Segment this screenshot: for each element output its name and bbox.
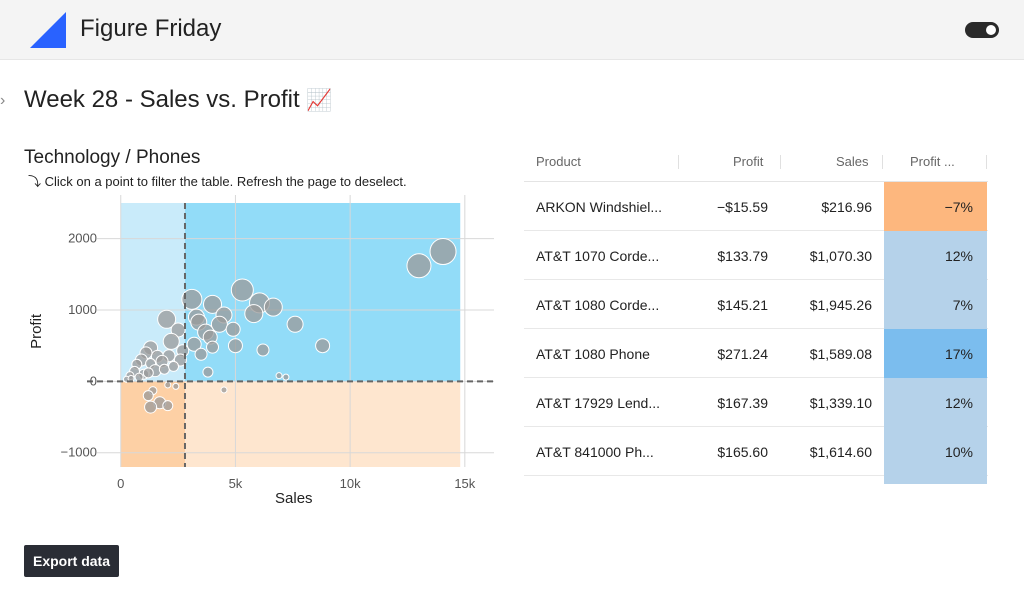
scatter-point[interactable] <box>315 338 331 354</box>
header-profit[interactable]: Profit <box>733 154 764 169</box>
scatter-point[interactable] <box>230 278 254 302</box>
cell-profit-pct: 17% <box>884 329 987 378</box>
cell-sales: $1,614.60 <box>809 444 872 460</box>
y-tick-label: 2000 <box>68 231 97 246</box>
scatter-point[interactable] <box>181 288 203 310</box>
y-tick-label: −1000 <box>60 445 97 460</box>
page-title-text: Week 28 - Sales vs. Profit <box>24 86 300 113</box>
y-tick-label: 1000 <box>68 302 97 317</box>
x-tick-label: 5k <box>229 476 243 491</box>
x-tick-label: 15k <box>454 476 475 491</box>
scatter-point[interactable] <box>162 400 174 412</box>
scatter-point[interactable] <box>256 343 270 357</box>
scatter-point[interactable] <box>203 294 223 314</box>
chevron-right-icon[interactable]: › <box>0 92 6 109</box>
scatter-point[interactable] <box>275 372 283 380</box>
cell-profit-pct: −7% <box>884 182 987 231</box>
table-row[interactable]: AT&T 841000 Ph... $165.60 $1,614.60 10% <box>524 427 988 476</box>
scatter-point[interactable] <box>142 390 154 402</box>
table-row[interactable]: ARKON Windshiel... −$15.59 $216.96 −7% <box>524 182 988 231</box>
app-title: Figure Friday <box>80 15 222 42</box>
cell-product: AT&T 17929 Lend... <box>536 395 661 411</box>
scatter-point[interactable] <box>194 347 208 361</box>
toggle-knob <box>986 25 996 35</box>
cell-profit: $133.79 <box>717 248 768 264</box>
app-logo-icon <box>30 12 66 48</box>
table-row[interactable]: AT&T 1080 Phone $271.24 $1,589.08 17% <box>524 329 988 378</box>
scatter-point[interactable] <box>429 238 457 266</box>
theme-toggle[interactable] <box>965 22 999 38</box>
header-separator[interactable] <box>678 155 679 169</box>
scatter-point[interactable] <box>406 253 432 279</box>
scatter-point[interactable] <box>220 386 228 394</box>
scatter-point[interactable] <box>263 297 283 317</box>
cell-profit: $165.60 <box>717 444 768 460</box>
quadrant-top-right <box>184 203 461 382</box>
scatter-point[interactable] <box>162 332 180 350</box>
chart-increasing-icon: 📈 <box>306 89 333 112</box>
cell-profit-pct: 12% <box>884 231 987 280</box>
scatter-point[interactable] <box>157 309 177 329</box>
scatter-point[interactable] <box>225 321 241 337</box>
x-tick-label: 0 <box>117 476 124 491</box>
quadrant-bottom-right <box>184 381 461 467</box>
chart-title: Technology / Phones <box>24 147 201 168</box>
scatter-point[interactable] <box>142 367 154 379</box>
chart-hint: ⤵ Click on a point to filter the table. … <box>28 174 407 189</box>
table-row[interactable]: AT&T 1070 Corde... $133.79 $1,070.30 12% <box>524 231 988 280</box>
y-tick-label: 0 <box>90 373 97 388</box>
cell-profit-pct: 10% <box>884 427 987 476</box>
scatter-point[interactable] <box>227 338 243 354</box>
cell-profit: $167.39 <box>717 395 768 411</box>
scatter-point[interactable] <box>164 381 172 389</box>
scatter-point[interactable] <box>206 340 220 354</box>
table-header: Product Profit Sales Profit ... <box>524 140 988 182</box>
scatter-point[interactable] <box>244 304 264 324</box>
cell-profit-pct: 7% <box>884 280 987 329</box>
scatter-chart[interactable]: 0 5k 10k 15k −1000 0 1000 2000 Sales Profit <box>24 195 514 525</box>
header-profit-pct[interactable]: Profit ... <box>910 154 955 169</box>
header-sales[interactable]: Sales <box>836 154 869 169</box>
scatter-point[interactable] <box>144 400 158 414</box>
scatter-point[interactable] <box>158 363 170 375</box>
cell-profit: $145.21 <box>717 297 768 313</box>
cell-sales: $1,945.26 <box>809 297 872 313</box>
y-axis-title: Profit <box>28 313 45 349</box>
cell-product: AT&T 841000 Ph... <box>536 444 654 460</box>
cell-sales: $1,070.30 <box>809 248 872 264</box>
cell-profit-pct: 12% <box>884 378 987 427</box>
cell-sales: $1,339.10 <box>809 395 872 411</box>
top-bar: Figure Friday <box>0 0 1024 60</box>
scatter-point[interactable] <box>282 373 290 381</box>
scatter-point[interactable] <box>134 372 144 382</box>
header-product[interactable]: Product <box>536 154 581 169</box>
product-table: Product Profit Sales Profit ... ARKON Wi… <box>524 140 988 476</box>
x-axis-title: Sales <box>275 490 313 507</box>
table-body: ARKON Windshiel... −$15.59 $216.96 −7% AT&T … <box>524 182 988 476</box>
scatter-point[interactable] <box>286 315 304 333</box>
table-row[interactable]: AT&T 17929 Lend... $167.39 $1,339.10 12% <box>524 378 988 427</box>
scatter-point[interactable] <box>172 382 180 390</box>
header-separator[interactable] <box>780 155 781 169</box>
cell-sales: $1,589.08 <box>809 346 872 362</box>
page-title: Week 28 - Sales vs. Profit 📈 <box>24 86 333 114</box>
header-separator[interactable] <box>986 155 987 169</box>
cell-profit: $271.24 <box>717 346 768 362</box>
cell-product: AT&T 1080 Corde... <box>536 297 660 313</box>
cell-sales: $216.96 <box>821 199 872 215</box>
export-data-button[interactable]: Export data <box>24 545 119 577</box>
scatter-point[interactable] <box>186 336 202 352</box>
scatter-point[interactable] <box>168 360 180 372</box>
cell-profit: −$15.59 <box>717 199 768 215</box>
cell-product: AT&T 1070 Corde... <box>536 248 660 264</box>
header-separator[interactable] <box>882 155 883 169</box>
profit-pct-column-tail <box>884 474 987 484</box>
cell-product: ARKON Windshiel... <box>536 199 663 215</box>
scatter-point[interactable] <box>210 315 228 333</box>
scatter-point[interactable] <box>202 366 214 378</box>
table-row[interactable]: AT&T 1080 Corde... $145.21 $1,945.26 7% <box>524 280 988 329</box>
x-tick-label: 10k <box>340 476 361 491</box>
cell-product: AT&T 1080 Phone <box>536 346 650 362</box>
